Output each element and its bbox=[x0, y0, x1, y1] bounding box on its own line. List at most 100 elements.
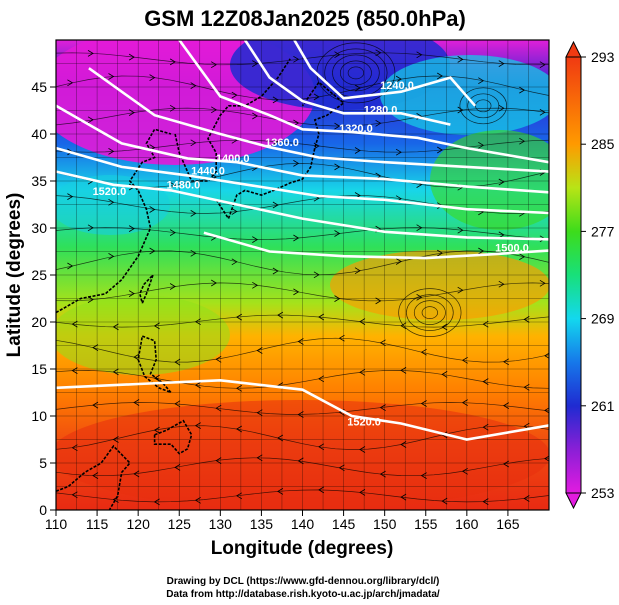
streamline-arrow bbox=[354, 267, 361, 275]
contour-1520 bbox=[56, 378, 549, 441]
streamline-arrow bbox=[379, 339, 386, 347]
streamline-arrow bbox=[359, 318, 366, 325]
y-axis-ticks: 0 5 10 15 20 25 30 35 40 45 bbox=[31, 79, 56, 518]
x-tick-label: 150 bbox=[373, 516, 397, 532]
contour-1240 bbox=[293, 40, 477, 107]
y-tick-label: 25 bbox=[31, 267, 47, 283]
streamline-arrow bbox=[92, 344, 99, 351]
x-tick-label: 120 bbox=[127, 516, 151, 532]
contour-1360 bbox=[88, 67, 549, 173]
streamline-arrow bbox=[272, 138, 279, 146]
streamline-arrow bbox=[395, 75, 402, 83]
contour-1280 bbox=[243, 40, 451, 126]
streamline-arrow bbox=[523, 316, 530, 323]
streamline-arrow bbox=[169, 181, 176, 189]
streamline-arrow bbox=[293, 160, 300, 167]
streamline-arrow bbox=[272, 96, 279, 104]
streamline-arrow bbox=[215, 404, 222, 412]
streamline-arrow bbox=[461, 399, 468, 406]
streamline-arrow bbox=[169, 58, 176, 66]
streamline-arrow bbox=[71, 367, 78, 374]
y-tick-label: 10 bbox=[31, 408, 47, 424]
streamline-arrow bbox=[420, 348, 427, 356]
streamline-arrow bbox=[256, 409, 263, 417]
streamline-arrow bbox=[194, 318, 201, 326]
streamline bbox=[56, 314, 549, 328]
chart-title: GSM 12Z08Jan2025 (850.0hPa) bbox=[144, 6, 466, 31]
streamline-arrow bbox=[420, 472, 427, 479]
warm-region-south bbox=[56, 400, 549, 510]
contour-label: 1480.0 bbox=[167, 180, 201, 192]
streamline-arrow bbox=[338, 464, 345, 472]
y-tick-label: 45 bbox=[31, 79, 47, 95]
streamline-arrow bbox=[174, 400, 181, 408]
streamline-arrow bbox=[190, 82, 197, 89]
streamline-arrow bbox=[539, 279, 546, 287]
streamline-arrow bbox=[416, 51, 423, 59]
streamline-arrow bbox=[334, 122, 341, 130]
streamline bbox=[56, 282, 549, 302]
circulation-ring bbox=[332, 54, 380, 92]
streamline-arrow bbox=[375, 49, 382, 57]
y-tick-label: 40 bbox=[31, 126, 47, 142]
streamline-arrow bbox=[354, 84, 361, 92]
streamline-arrow bbox=[420, 400, 427, 407]
streamline-arrow bbox=[334, 51, 341, 59]
colorbar-tick-label: 285 bbox=[591, 136, 615, 152]
x-tick-label: 145 bbox=[332, 516, 356, 532]
streamline-arrow bbox=[400, 441, 407, 448]
streamline-arrow bbox=[256, 347, 263, 354]
streamline-arrow bbox=[359, 368, 366, 376]
streamline-arrow bbox=[293, 55, 300, 63]
streamline-arrow bbox=[503, 358, 510, 366]
streamline-arrow bbox=[174, 464, 181, 471]
streamline-arrow bbox=[313, 142, 320, 150]
circulation-ring bbox=[413, 300, 446, 325]
contour-1500 bbox=[203, 231, 549, 260]
streamline-arrow bbox=[313, 271, 320, 279]
streamline-arrow bbox=[318, 313, 325, 321]
streamline-arrow bbox=[194, 381, 201, 389]
streamline-arrow bbox=[519, 86, 526, 94]
streamline-arrow bbox=[87, 50, 94, 57]
streamline-arrow bbox=[112, 323, 119, 331]
streamline-arrow bbox=[416, 224, 423, 232]
warm-region-east bbox=[330, 250, 549, 320]
streamline-arrow bbox=[252, 236, 259, 243]
colorbar-tick-label: 253 bbox=[591, 485, 615, 501]
streamline-arrow bbox=[334, 295, 341, 302]
streamline-arrow bbox=[461, 356, 468, 364]
coastline-luzon bbox=[137, 335, 172, 394]
streamline-arrow bbox=[190, 210, 197, 217]
streamline-arrow bbox=[252, 281, 259, 289]
colorbar-scale bbox=[565, 56, 582, 494]
streamline-arrow bbox=[236, 384, 243, 392]
streamline-arrow bbox=[457, 106, 464, 114]
streamline-arrow bbox=[482, 498, 489, 505]
streamline-arrow bbox=[441, 371, 448, 378]
streamline-arrow bbox=[128, 225, 135, 232]
streamline-arrow bbox=[503, 460, 510, 468]
streamline-arrow bbox=[436, 249, 443, 257]
streamline-arrow bbox=[338, 334, 345, 342]
x-axis-ticks: 110 115 120 125 130 135 140 145 150 155 160 165 bbox=[45, 510, 520, 532]
x-tick-label: 110 bbox=[45, 516, 68, 532]
streamline-arrow bbox=[519, 137, 526, 145]
streamline-arrow bbox=[133, 470, 140, 478]
y-tick-label: 20 bbox=[31, 314, 47, 330]
contour-1320 bbox=[178, 40, 549, 164]
contour-1480 bbox=[56, 170, 549, 241]
cool-region-west bbox=[56, 175, 170, 235]
grid-lines bbox=[56, 40, 549, 510]
streamline-arrow bbox=[523, 383, 530, 391]
colorbar-tick-label: 269 bbox=[591, 311, 615, 327]
streamline-arrow bbox=[190, 139, 197, 147]
streamline-arrow bbox=[190, 249, 197, 257]
streamline-arrow bbox=[498, 280, 505, 288]
streamline-arrow bbox=[231, 258, 238, 266]
streamline-arrow bbox=[277, 488, 284, 495]
streamline-arrow bbox=[334, 230, 341, 237]
colorbar-tick-label: 277 bbox=[591, 223, 615, 239]
streamline-arrow bbox=[71, 444, 78, 452]
streamline-arrow bbox=[71, 491, 78, 499]
